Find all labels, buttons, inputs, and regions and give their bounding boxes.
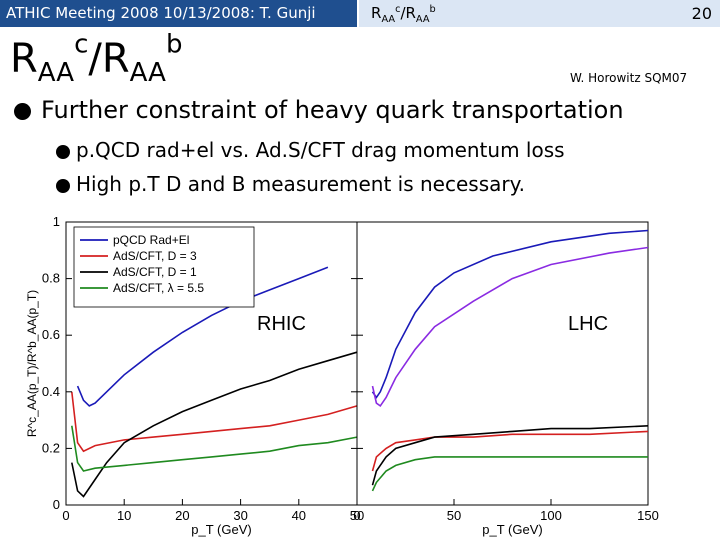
header-subject-sup2: b [429, 4, 436, 15]
x-tick-label-0-3: 30 [233, 508, 247, 523]
title-sep: /R [88, 36, 130, 82]
series-line-0-2 [71, 351, 358, 498]
legend-label-0: pQCD Rad+El [113, 233, 189, 247]
x-tick-label-0-1: 10 [117, 508, 131, 523]
page-number: 20 [691, 4, 712, 23]
x-tick-label-1-1: 50 [447, 508, 461, 523]
x-tick-label-0-5: 50 [350, 508, 364, 523]
x-axis-label-0: p_T (GeV) [191, 522, 251, 537]
header-subject-bar: RAAc/RAAb 20 [359, 0, 720, 27]
x-tick-label-1-0: 0 [353, 508, 360, 523]
series-line-0-0 [76, 266, 329, 407]
legend-label-2: AdS/CFT, D = 1 [113, 265, 197, 279]
x-tick-label-1-2: 100 [540, 508, 562, 523]
title-sub1: AA [37, 58, 75, 89]
bullet-sub-1: p.QCD rad+el vs. Ad.S/CFT drag momentum … [56, 137, 565, 163]
x-tick-label-0-2: 20 [175, 508, 189, 523]
bullet-dot-icon [14, 102, 31, 120]
series-line-1-1 [371, 430, 649, 472]
title-sub2: AA [129, 58, 166, 89]
bullet-sub-2-text: High p.T D and B measurement is necessar… [76, 172, 525, 196]
citation: W. Horowitz SQM07 [570, 71, 688, 85]
panel-frame-1 [356, 221, 649, 506]
bullet-sub-1-text: p.QCD rad+el vs. Ad.S/CFT drag momentum … [76, 138, 565, 162]
title-sup2: b [165, 29, 183, 60]
series-line-1-3 [371, 456, 648, 492]
title-base: R [10, 36, 38, 82]
header-subject-sup1: c [395, 4, 401, 15]
y-tick-label-2: 0.4 [42, 384, 60, 399]
x-tick-label-0-0: 0 [62, 508, 69, 523]
panel-label-1: LHC [568, 313, 608, 335]
y-tick-label-3: 0.6 [42, 327, 60, 342]
series-line-0-3 [71, 425, 358, 472]
legend-label-3: AdS/CFT, λ = 5.5 [113, 281, 204, 295]
x-tick-label-0-4: 40 [292, 508, 306, 523]
header-subject-sub1: AA [381, 14, 396, 25]
header-meeting-bar: ATHIC Meeting 2008 10/13/2008: T. Gunji [0, 0, 357, 27]
slide-title: RAAc/RAAb [10, 32, 182, 87]
meeting-info: ATHIC Meeting 2008 10/13/2008: T. Gunji [6, 4, 316, 22]
x-axis-label-1: p_T (GeV) [482, 522, 542, 537]
bullet-main: Further constraint of heavy quark transp… [14, 95, 624, 125]
header-subject-sep: /R [400, 4, 416, 22]
series-line-1-2 [371, 425, 649, 486]
bullet-dot-icon [56, 144, 70, 159]
panel-label-0: RHIC [257, 313, 306, 335]
bullet-dot-icon [56, 178, 70, 193]
header-subject-sub2: AA [415, 14, 430, 25]
y-tick-label-1: 0.2 [42, 440, 60, 455]
series-line-1-0 [371, 229, 649, 399]
legend-label-1: AdS/CFT, D = 3 [113, 249, 197, 263]
y-axis-label: R^c_AA(p_T)/R^b_AA(p_T) [25, 290, 39, 437]
header-subject: RAAc/RAAb [371, 0, 436, 27]
series-line-0-1 [71, 391, 358, 453]
title-sup1: c [74, 29, 89, 60]
bullet-main-text: Further constraint of heavy quark transp… [41, 96, 624, 124]
header-subject-base: R [371, 4, 382, 22]
y-tick-label-0: 0 [53, 497, 60, 512]
bullet-sub-2: High p.T D and B measurement is necessar… [56, 171, 525, 197]
x-tick-label-1-3: 150 [637, 508, 659, 523]
y-tick-label-5: 1 [53, 214, 60, 229]
y-tick-label-4: 0.8 [42, 271, 60, 286]
series-line-1-4 [371, 246, 649, 408]
